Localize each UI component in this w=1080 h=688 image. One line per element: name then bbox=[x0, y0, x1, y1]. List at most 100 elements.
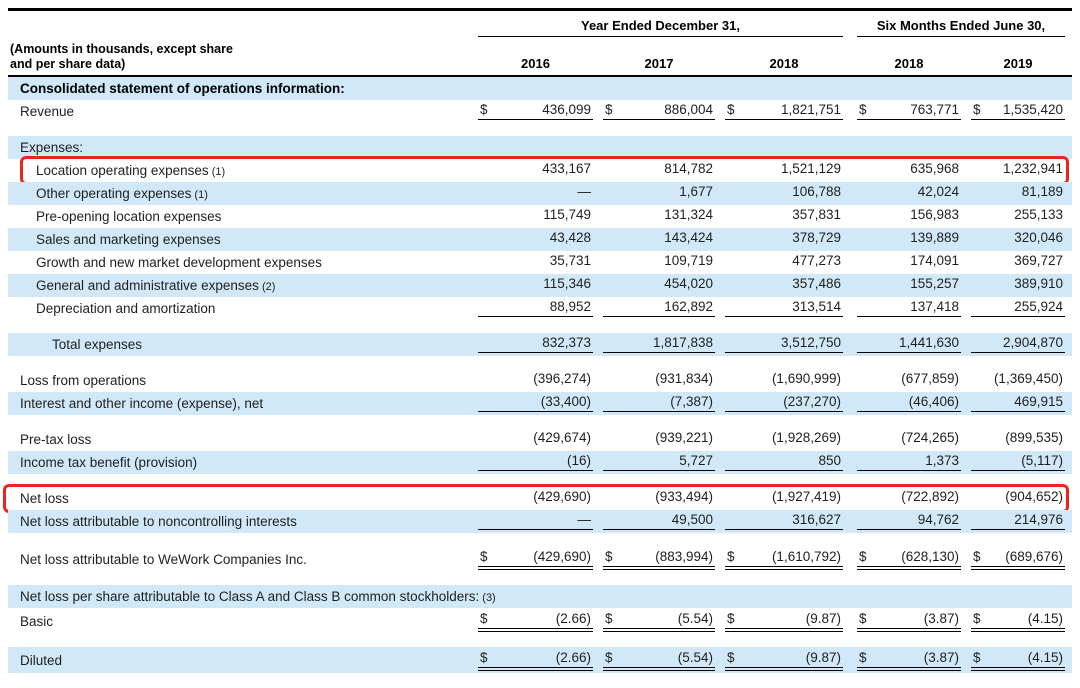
value-cell: 1,373 bbox=[857, 453, 961, 471]
value-cell: $ (3.87) bbox=[857, 650, 961, 671]
value-text: 1,232,941 bbox=[1002, 161, 1063, 176]
value-text: 1,817,838 bbox=[652, 335, 713, 350]
value-cell: $ (1,610,792) bbox=[725, 549, 843, 570]
value-cell: 255,924 bbox=[971, 299, 1065, 317]
value-cell: 850 bbox=[725, 453, 843, 471]
header-divider-line bbox=[8, 74, 1072, 77]
footnote-ref: (3) bbox=[479, 592, 496, 604]
value-cell: $ (2.66) bbox=[478, 611, 593, 632]
value-text: (5.54) bbox=[677, 611, 713, 626]
value-cell: 469,915 bbox=[971, 394, 1065, 412]
value-cell: (1,369,450) bbox=[971, 371, 1065, 389]
value-text: (16) bbox=[566, 453, 591, 468]
value-text: 214,976 bbox=[1014, 512, 1063, 527]
value-cell: $ (4.15) bbox=[971, 611, 1065, 632]
value-text: (4.15) bbox=[1027, 611, 1063, 626]
dollar-sign: $ bbox=[973, 102, 981, 117]
table-row: Revenue $436,099 $886,004 $1,821,751 $763,77… bbox=[8, 100, 1072, 123]
value-cell: 378,729 bbox=[725, 230, 843, 248]
value-text: 763,771 bbox=[910, 102, 959, 117]
value-cell: 477,273 bbox=[725, 253, 843, 271]
value-text: (9.87) bbox=[805, 611, 841, 626]
value-cell: 106,788 bbox=[725, 184, 843, 202]
column-group-six-months-label: Six Months Ended June 30, bbox=[857, 18, 1065, 37]
value-text: 115,749 bbox=[543, 207, 591, 222]
value-text: 320,046 bbox=[1014, 230, 1063, 245]
value-cell: 1,441,630 bbox=[857, 335, 961, 353]
dollar-sign: $ bbox=[859, 650, 867, 665]
value-text: 5,727 bbox=[679, 453, 713, 468]
table-row: Diluted $ (2.66) $ (5.54) $ (9.87) $ (3.87) $ (4.1… bbox=[8, 647, 1072, 673]
value-cell: (899,535) bbox=[971, 430, 1065, 448]
table-row: Location operating expenses (1) 433,167 81… bbox=[8, 156, 1072, 185]
value-text: (689,676) bbox=[1005, 549, 1063, 564]
value-text: (1,690,999) bbox=[771, 371, 841, 386]
value-cell: 3,512,750 bbox=[725, 335, 843, 353]
row-label: Depreciation and amortization bbox=[36, 301, 216, 316]
value-cell: 155,257 bbox=[857, 276, 961, 294]
value-text: (3.87) bbox=[923, 650, 959, 665]
spacer-row bbox=[8, 320, 1072, 333]
table-header-groups: Year Ended December 31, Six Months Ended… bbox=[8, 11, 1072, 37]
row-label: Consolidated statement of operations inf… bbox=[20, 81, 345, 96]
value-text: — bbox=[577, 184, 592, 199]
value-text: — bbox=[577, 512, 592, 527]
footnote-ref: (2) bbox=[258, 281, 276, 293]
year-column-header-2019: 2019 bbox=[1003, 55, 1033, 71]
value-text: (2.66) bbox=[555, 611, 591, 626]
value-cell: $ (628,130) bbox=[857, 549, 961, 570]
row-label: Growth and new market development expens… bbox=[36, 255, 322, 270]
table-row: Net loss attributable to WeWork Companie… bbox=[8, 546, 1072, 572]
value-cell: (931,834) bbox=[603, 371, 715, 389]
value-cell: 94,762 bbox=[857, 512, 961, 530]
row-label: Other operating expenses (1) bbox=[36, 186, 208, 201]
value-text: 162,892 bbox=[664, 299, 713, 314]
value-text: (933,494) bbox=[655, 489, 713, 504]
value-text: 357,486 bbox=[792, 276, 841, 291]
value-text: (9.87) bbox=[805, 650, 841, 665]
footnote-ref: (1) bbox=[191, 189, 208, 201]
table-row: General and administrative expenses (2) 1… bbox=[8, 274, 1072, 297]
value-text: 1,677 bbox=[679, 184, 713, 199]
value-text: (33,400) bbox=[540, 394, 591, 409]
row-label: Pre-tax loss bbox=[20, 432, 92, 447]
dollar-sign: $ bbox=[727, 650, 735, 665]
value-cell: (677,859) bbox=[857, 371, 961, 389]
dollar-sign: $ bbox=[480, 549, 488, 564]
value-cell: 1,232,941 bbox=[971, 161, 1065, 179]
value-cell: — bbox=[478, 512, 593, 530]
value-cell: (1,690,999) bbox=[725, 371, 843, 389]
table-header-years: (Amounts in thousands, except share and … bbox=[8, 37, 1072, 74]
value-text: (722,892) bbox=[901, 489, 959, 504]
value-text: 255,924 bbox=[1014, 299, 1063, 314]
table-row: Basic $ (2.66) $ (5.54) $ (9.87) $ (3.87) $ (4.15) bbox=[8, 608, 1072, 634]
value-text: 477,273 bbox=[792, 253, 841, 268]
value-cell: $ (429,690) bbox=[478, 549, 593, 570]
value-text: 389,910 bbox=[1014, 276, 1063, 291]
dollar-sign: $ bbox=[480, 611, 488, 626]
value-cell: — bbox=[478, 184, 593, 202]
value-cell: $ (689,676) bbox=[971, 549, 1065, 570]
value-text: 316,627 bbox=[792, 512, 841, 527]
value-text: 49,500 bbox=[671, 512, 713, 527]
value-cell: 139,889 bbox=[857, 230, 961, 248]
spacer-row bbox=[8, 356, 1072, 369]
value-text: 106,788 bbox=[792, 184, 841, 199]
value-cell: $886,004 bbox=[603, 102, 715, 120]
value-text: 3,512,750 bbox=[780, 335, 841, 350]
value-text: (677,859) bbox=[901, 371, 959, 386]
table-row: Depreciation and amortization 88,952 162,8… bbox=[8, 297, 1072, 320]
spacer-row bbox=[8, 572, 1072, 585]
value-cell: 109,719 bbox=[603, 253, 715, 271]
value-text: (724,265) bbox=[901, 430, 959, 445]
value-text: (396,274) bbox=[533, 371, 591, 386]
value-cell: (237,270) bbox=[725, 394, 843, 412]
value-cell: $ (9.87) bbox=[725, 650, 843, 671]
value-cell: (7,387) bbox=[603, 394, 715, 412]
value-cell: 2,904,870 bbox=[971, 335, 1065, 353]
value-cell: $ (2.66) bbox=[478, 650, 593, 671]
financial-statement-table: Year Ended December 31, Six Months Ended… bbox=[3, 0, 1072, 673]
row-label: Diluted bbox=[20, 652, 63, 668]
value-text: 35,731 bbox=[549, 253, 591, 268]
value-cell: 454,020 bbox=[603, 276, 715, 294]
